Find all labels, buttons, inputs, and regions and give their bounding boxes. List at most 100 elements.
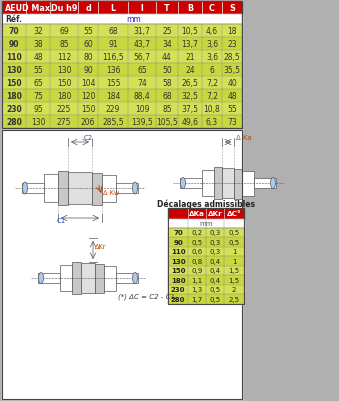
Bar <box>38 273 60 283</box>
Text: ΔC°: ΔC° <box>227 211 241 217</box>
Text: 150: 150 <box>81 105 95 114</box>
Bar <box>44 174 58 203</box>
Text: 1,5: 1,5 <box>228 277 240 283</box>
Bar <box>2 2 242 129</box>
Text: 150: 150 <box>6 79 22 88</box>
Text: 130: 130 <box>6 66 22 75</box>
Bar <box>68 172 92 205</box>
Text: 225: 225 <box>57 105 71 114</box>
Text: 95: 95 <box>33 105 43 114</box>
Bar <box>2 15 242 25</box>
Bar <box>2 90 242 103</box>
Text: 10,5: 10,5 <box>182 27 198 36</box>
Text: 40: 40 <box>227 79 237 88</box>
Text: T: T <box>164 4 170 13</box>
Text: 130: 130 <box>57 66 71 75</box>
Text: 70: 70 <box>9 27 19 36</box>
Text: 150: 150 <box>171 267 185 273</box>
Text: 0,5: 0,5 <box>192 239 203 245</box>
Text: 285,5: 285,5 <box>102 118 124 127</box>
Text: 229: 229 <box>106 105 120 114</box>
Text: 110: 110 <box>171 249 185 255</box>
Text: 155: 155 <box>106 79 120 88</box>
Bar <box>222 168 234 198</box>
Bar <box>116 184 138 194</box>
Text: 150: 150 <box>57 79 71 88</box>
Text: 3,6: 3,6 <box>206 53 218 62</box>
Text: 280: 280 <box>6 118 22 127</box>
Text: 90: 90 <box>9 40 19 49</box>
Text: 180: 180 <box>171 277 185 283</box>
Bar <box>95 264 104 293</box>
Bar <box>2 38 242 51</box>
Text: 50: 50 <box>162 66 172 75</box>
Bar <box>168 209 244 219</box>
Bar <box>180 178 202 188</box>
Text: 55: 55 <box>227 105 237 114</box>
Text: B: B <box>187 4 193 13</box>
Bar <box>168 228 244 237</box>
Text: 0,4: 0,4 <box>210 267 221 273</box>
Text: 91: 91 <box>108 40 118 49</box>
Text: 6,3: 6,3 <box>206 118 218 127</box>
Text: 1,7: 1,7 <box>192 296 203 302</box>
Text: 65: 65 <box>33 79 43 88</box>
Text: 112: 112 <box>57 53 71 62</box>
Text: C1: C1 <box>57 217 66 223</box>
Text: 0,8: 0,8 <box>192 258 203 264</box>
Ellipse shape <box>22 182 27 194</box>
Text: 48: 48 <box>227 92 237 101</box>
Text: 55: 55 <box>33 66 43 75</box>
Text: 180: 180 <box>6 92 22 101</box>
Text: Décalages admissibles: Décalages admissibles <box>157 199 255 208</box>
Text: 21: 21 <box>185 53 195 62</box>
Text: C2: C2 <box>84 135 93 141</box>
Ellipse shape <box>180 178 185 189</box>
Bar <box>2 2 242 15</box>
Text: 3,6: 3,6 <box>206 40 218 49</box>
Bar <box>2 103 242 116</box>
Text: 24: 24 <box>185 66 195 75</box>
Bar <box>92 174 102 205</box>
Bar <box>2 77 242 90</box>
Text: mm: mm <box>199 221 213 227</box>
Text: 2,5: 2,5 <box>228 296 239 302</box>
Text: 13,7: 13,7 <box>182 40 198 49</box>
Text: 230: 230 <box>171 287 185 292</box>
Text: Du h9: Du h9 <box>51 4 77 13</box>
Text: 70: 70 <box>173 230 183 236</box>
Text: 0,4: 0,4 <box>210 258 221 264</box>
Text: 130: 130 <box>31 118 45 127</box>
Text: Δ Ka: Δ Ka <box>236 135 252 141</box>
Text: 0,5: 0,5 <box>228 239 240 245</box>
Bar <box>168 209 244 304</box>
Bar <box>2 131 242 399</box>
Text: 74: 74 <box>137 79 147 88</box>
Text: 56,7: 56,7 <box>134 53 151 62</box>
Text: 48: 48 <box>33 53 43 62</box>
Text: 32,5: 32,5 <box>182 92 198 101</box>
Text: 0,5: 0,5 <box>210 296 221 302</box>
Text: 6: 6 <box>210 66 215 75</box>
Text: 58: 58 <box>162 79 172 88</box>
Text: 4,6: 4,6 <box>206 27 218 36</box>
Text: ΔKr: ΔKr <box>95 243 106 249</box>
Text: 85: 85 <box>59 40 69 49</box>
Bar <box>168 275 244 285</box>
Text: 0,5: 0,5 <box>228 230 240 236</box>
Text: 68: 68 <box>108 27 118 36</box>
Text: 110: 110 <box>6 53 22 62</box>
Text: 35,5: 35,5 <box>223 66 240 75</box>
Bar <box>168 294 244 304</box>
Text: 85: 85 <box>162 105 172 114</box>
Text: mm: mm <box>127 16 141 24</box>
Text: 43,7: 43,7 <box>134 40 151 49</box>
Bar <box>168 219 244 228</box>
Text: 7,2: 7,2 <box>206 79 218 88</box>
Text: 18: 18 <box>227 27 237 36</box>
Text: 116,5: 116,5 <box>102 53 124 62</box>
Bar <box>254 178 276 188</box>
Text: 0,2: 0,2 <box>192 230 203 236</box>
Bar <box>22 184 44 194</box>
Bar <box>2 2 242 129</box>
